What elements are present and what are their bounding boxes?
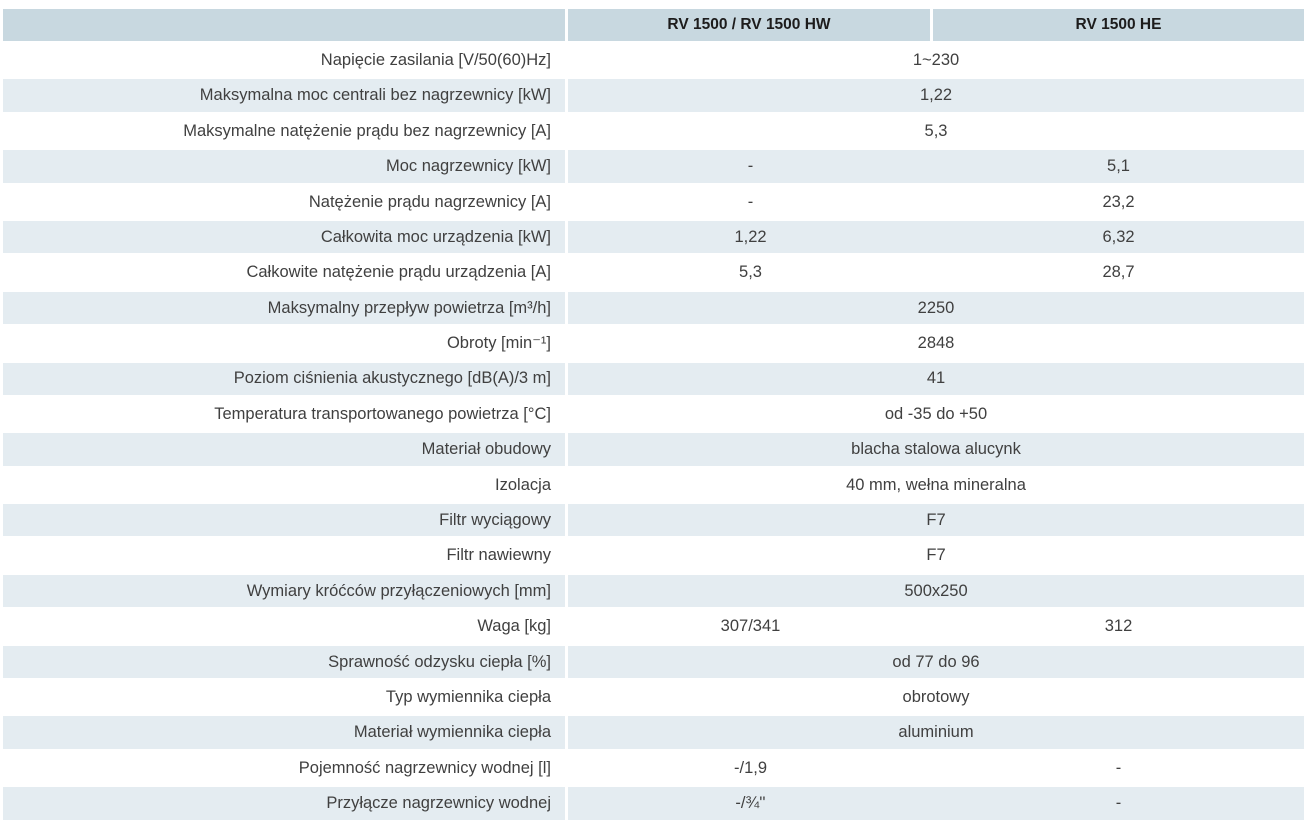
row-value-merged: 2848 [917, 334, 955, 353]
row-value-rv1500he: - [1115, 758, 1122, 777]
row-label: Typ wymiennika ciepła [3, 681, 568, 714]
row-value-merged: aluminium [898, 723, 974, 742]
row-label: Natężenie prądu nagrzewnicy [A] [3, 185, 568, 218]
table-row-izolacja: Izolacja 40 mm, wełna mineralna [3, 468, 1304, 505]
header-col-rv1500he: RV 1500 HE [933, 9, 1304, 41]
row-label: Pojemność nagrzewnicy wodnej [l] [3, 751, 568, 785]
table-row-sprawnosc-odzysku: Sprawność odzysku ciepła [%] od 77 do 96 [3, 645, 1304, 682]
row-label: Poziom ciśnienia akustycznego [dB(A)/3 m… [3, 362, 568, 395]
table-header-row: RV 1500 / RV 1500 HW RV 1500 HE [3, 9, 1304, 44]
row-value-merged: 40 mm, wełna mineralna [846, 475, 1026, 494]
table-row-maksymalne-natezenie-pradu: Maksymalne natężenie prądu bez nagrzewni… [3, 114, 1304, 151]
table-row-obroty: Obroty [min⁻¹] 2848 [3, 327, 1304, 363]
table-row-calkowita-moc: Całkowita moc urządzenia [kW] 1,22 6,32 [3, 220, 1304, 257]
table-row-natezenie-pradu-nagrzewnicy: Natężenie prądu nagrzewnicy [A] - 23,2 [3, 185, 1304, 221]
row-label: Materiał wymiennika ciepła [3, 716, 568, 749]
row-value-merged: 2250 [917, 298, 955, 317]
row-value-rv1500: - [747, 157, 754, 176]
row-label: Całkowita moc urządzenia [kW] [3, 220, 568, 254]
row-value-rv1500he: - [1115, 794, 1122, 813]
row-value-merged: 1,22 [919, 86, 953, 105]
row-label: Przyłącze nagrzewnicy wodnej [3, 787, 568, 820]
row-label: Filtr wyciągowy [3, 504, 568, 537]
row-label: Całkowite natężenie prądu urządzenia [A] [3, 256, 568, 289]
table-row-waga: Waga [kg] 307/341 312 [3, 610, 1304, 646]
row-value-rv1500he: 5,1 [1107, 157, 1130, 176]
row-label: Materiał obudowy [3, 433, 568, 466]
table-row-poziom-cisnienia: Poziom ciśnienia akustycznego [dB(A)/3 m… [3, 362, 1304, 398]
row-label: Sprawność odzysku ciepła [%] [3, 645, 568, 679]
row-value-merged: F7 [926, 546, 946, 565]
row-value-merged: 1~230 [912, 50, 960, 69]
spec-table: RV 1500 / RV 1500 HW RV 1500 HE Napięcie… [3, 9, 1304, 823]
row-value-rv1500: - [747, 192, 754, 211]
table-row-wymiary-kroccow: Wymiary króćców przyłączeniowych [mm] 50… [3, 574, 1304, 611]
row-label: Maksymalne natężenie prądu bez nagrzewni… [3, 114, 568, 148]
table-row-temperatura-powietrza: Temperatura transportowanego powietrza [… [3, 397, 1304, 434]
row-label: Maksymalna moc centrali bez nagrzewnicy … [3, 79, 568, 112]
row-value-rv1500: 5,3 [739, 263, 762, 282]
table-row-material-wymiennika: Materiał wymiennika ciepła aluminium [3, 716, 1304, 752]
row-value-merged: 5,3 [924, 121, 948, 140]
table-row-przylacze-nagrzewnicy-wodnej: Przyłącze nagrzewnicy wodnej -/¾'' - [3, 787, 1304, 823]
table-row-pojemnosc-nagrzewnicy-wodnej: Pojemność nagrzewnicy wodnej [l] -/1,9 - [3, 751, 1304, 788]
table-row-napiecie-zasilania: Napięcie zasilania [V/50(60)Hz] 1~230 [3, 44, 1304, 80]
table-row-filtr-nawiewny: Filtr nawiewny F7 [3, 539, 1304, 575]
row-value-merged: 41 [926, 369, 946, 388]
table-row-moc-nagrzewnicy: Moc nagrzewnicy [kW] - 5,1 [3, 150, 1304, 186]
row-value-rv1500he: 28,7 [1102, 263, 1135, 282]
row-value-rv1500he: 6,32 [1102, 227, 1135, 246]
row-value-merged: od 77 do 96 [892, 652, 980, 671]
row-value-rv1500he: 312 [1104, 617, 1133, 636]
row-label: Obroty [min⁻¹] [3, 327, 568, 360]
header-col-rv1500-rv1500hw: RV 1500 / RV 1500 HW [568, 9, 933, 41]
row-label: Izolacja [3, 468, 568, 502]
table-row-calkowite-natezenie: Całkowite natężenie prądu urządzenia [A]… [3, 256, 1304, 292]
table-row-filtr-wyciagowy: Filtr wyciągowy F7 [3, 504, 1304, 540]
row-value-merged: od -35 do +50 [884, 404, 988, 423]
row-value-merged: 500x250 [904, 581, 968, 600]
row-value-rv1500: -/¾'' [735, 794, 766, 813]
row-label: Maksymalny przepływ powietrza [m³/h] [3, 291, 568, 325]
table-body: Napięcie zasilania [V/50(60)Hz] 1~230 Ma… [3, 44, 1304, 823]
row-value-merged: obrotowy [902, 687, 970, 706]
table-row-material-obudowy: Materiał obudowy blacha stalowa alucynk [3, 433, 1304, 469]
row-value-rv1500: -/1,9 [733, 758, 768, 777]
row-label: Wymiary króćców przyłączeniowych [mm] [3, 574, 568, 608]
row-label: Temperatura transportowanego powietrza [… [3, 397, 568, 431]
table-row-maksymalna-moc-centrali: Maksymalna moc centrali bez nagrzewnicy … [3, 79, 1304, 115]
row-value-merged: F7 [926, 511, 946, 530]
row-value-rv1500: 1,22 [734, 227, 767, 246]
row-label: Filtr nawiewny [3, 539, 568, 572]
table-row-maksymalny-przeplyw: Maksymalny przepływ powietrza [m³/h] 225… [3, 291, 1304, 328]
row-value-rv1500: 307/341 [720, 617, 781, 636]
row-value-rv1500he: 23,2 [1102, 192, 1135, 211]
row-label: Waga [kg] [3, 610, 568, 643]
row-label: Napięcie zasilania [V/50(60)Hz] [3, 44, 568, 77]
row-label: Moc nagrzewnicy [kW] [3, 150, 568, 183]
row-value-merged: blacha stalowa alucynk [851, 440, 1021, 459]
header-empty-cell [3, 9, 568, 41]
table-row-typ-wymiennika: Typ wymiennika ciepła obrotowy [3, 681, 1304, 717]
